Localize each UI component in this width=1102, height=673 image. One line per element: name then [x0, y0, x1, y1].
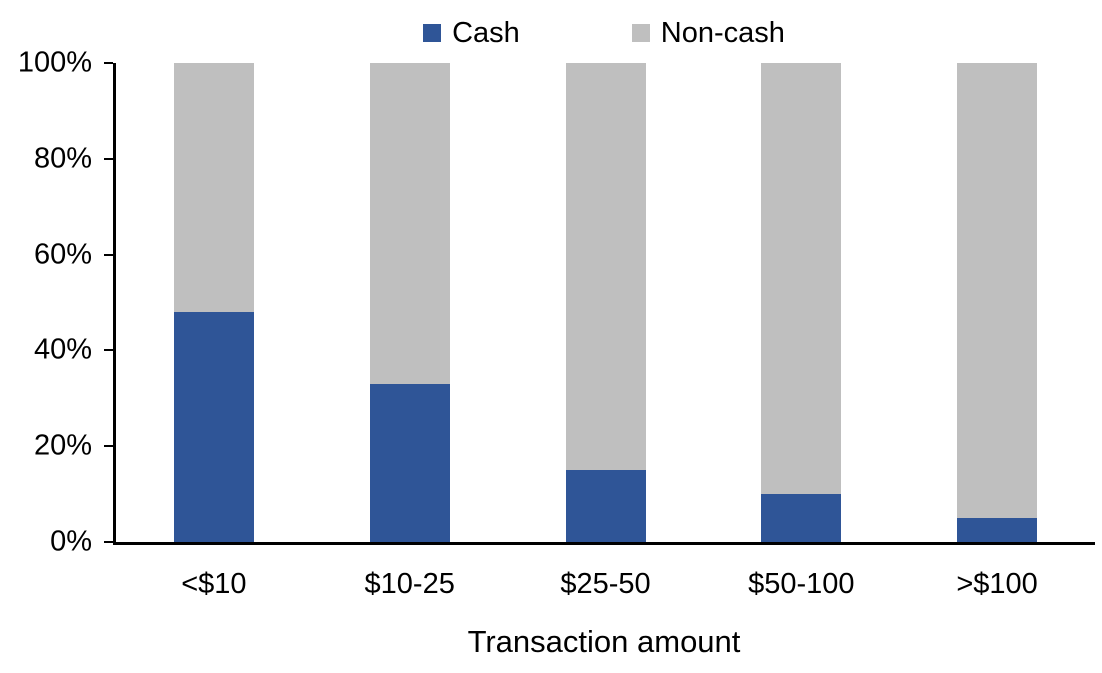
y-axis-tick	[104, 157, 113, 160]
x-axis-tick-label: $10-25	[364, 568, 455, 600]
y-axis-tick-label: 100%	[17, 46, 92, 79]
legend-label-non-cash: Non-cash	[660, 16, 785, 49]
chart-legend: Cash Non-cash	[113, 13, 1095, 53]
x-axis-tick-label: $50-100	[748, 568, 855, 600]
bar-group-25-50	[565, 63, 646, 542]
bar-group-50-100	[761, 63, 842, 542]
bar-segment-non-cash	[761, 63, 842, 495]
bar-group-100	[957, 63, 1038, 542]
bar-segment-cash	[957, 518, 1038, 542]
y-axis-tick-label: 0%	[50, 525, 92, 558]
bar-segment-cash	[369, 383, 450, 542]
plot-area: 0% 20% 40% 60% 80% 100% <$10 $10-25 $25-50 $50-10…	[18, 48, 1095, 599]
bar-group-10-25	[369, 63, 450, 542]
bar-segment-non-cash	[565, 63, 646, 471]
y-axis-tick	[104, 445, 113, 448]
x-axis-tick-label: <$10	[181, 568, 247, 600]
legend-item-cash: Cash	[423, 16, 520, 49]
x-axis-title: Transaction amount	[467, 624, 741, 659]
bar-segment-non-cash	[957, 63, 1038, 519]
bar-segment-non-cash	[369, 63, 450, 384]
y-axis-tick-label: 20%	[33, 429, 92, 462]
bar-segment-non-cash	[173, 63, 254, 313]
y-axis-tick	[104, 541, 113, 543]
bar-segment-cash	[565, 470, 646, 542]
x-axis-tick-label: $25-50	[560, 568, 651, 600]
legend-swatch-non-cash	[631, 24, 650, 42]
bar-segment-cash	[761, 494, 842, 542]
legend-swatch-cash	[423, 24, 442, 42]
bar-segment-cash	[173, 312, 254, 542]
y-axis-tick	[104, 62, 113, 64]
y-axis-tick-label: 40%	[33, 333, 92, 366]
y-axis-tick-label: 80%	[33, 142, 92, 175]
y-axis-tick	[104, 349, 113, 352]
x-axis-tick-label: >$100	[956, 568, 1038, 600]
y-axis-tick-label: 60%	[33, 238, 92, 271]
bar-group-10	[173, 63, 254, 542]
legend-item-non-cash: Non-cash	[631, 16, 785, 49]
legend-label-cash: Cash	[452, 16, 520, 49]
y-axis-tick	[104, 253, 113, 256]
